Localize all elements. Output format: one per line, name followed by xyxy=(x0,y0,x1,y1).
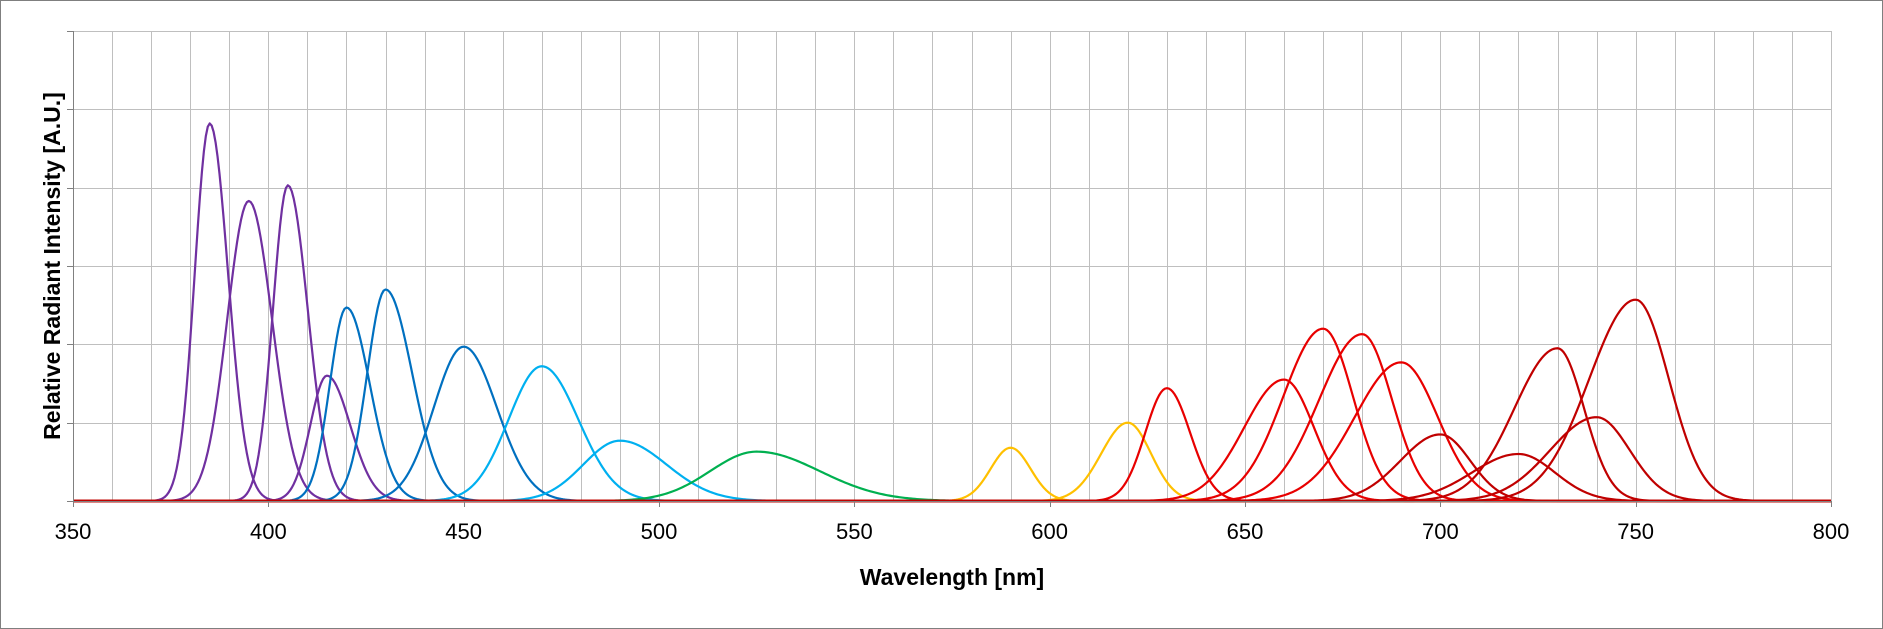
series-670-nm xyxy=(73,327,1831,503)
series-750-nm xyxy=(73,298,1831,503)
x-tick-label-600: 600 xyxy=(1031,519,1068,544)
series-730-nm xyxy=(73,347,1831,503)
y-axis-title: Relative Radiant Intensity [A.U.] xyxy=(39,92,65,440)
series-395-nm xyxy=(73,199,1831,503)
grid-major xyxy=(73,31,1831,424)
x-tick-labels: 350 400 450 500 550 600 650 700 750 800 xyxy=(55,519,1850,544)
series-740-nm xyxy=(73,416,1831,503)
series-490-nm xyxy=(73,439,1831,503)
x-axis-title: Wavelength [nm] xyxy=(860,564,1044,590)
series-layer xyxy=(73,122,1831,503)
x-tick-label-650: 650 xyxy=(1227,519,1264,544)
x-tick-label-800: 800 xyxy=(1813,519,1850,544)
x-tick-label-500: 500 xyxy=(641,519,678,544)
series-700-nm xyxy=(73,433,1831,503)
axes-layer xyxy=(67,31,1832,507)
series-385-nm xyxy=(73,122,1831,503)
series-430-nm xyxy=(73,288,1831,503)
x-tick-label-450: 450 xyxy=(445,519,482,544)
x-tick-label-700: 700 xyxy=(1422,519,1459,544)
x-tick-label-750: 750 xyxy=(1617,519,1654,544)
series-590-nm xyxy=(73,446,1831,503)
x-tick-label-550: 550 xyxy=(836,519,873,544)
x-tick-label-400: 400 xyxy=(250,519,287,544)
x-tick-label-350: 350 xyxy=(55,519,92,544)
series-420-nm xyxy=(73,306,1831,503)
